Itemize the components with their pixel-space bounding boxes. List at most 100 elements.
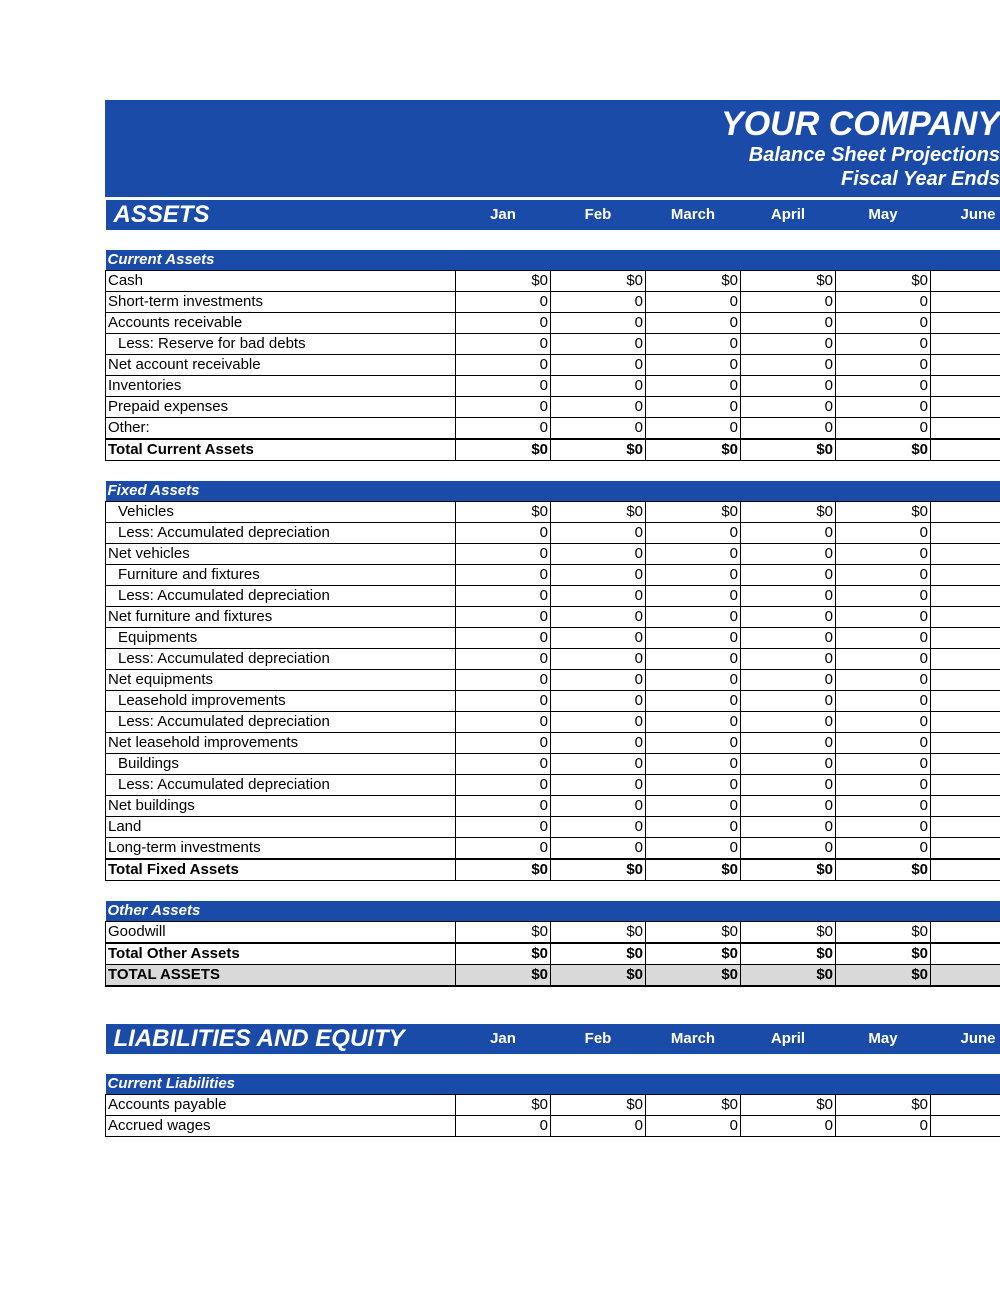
cell-value: $0 [456, 922, 551, 944]
cell-value: 0 [646, 313, 741, 334]
cell-value: 0 [551, 523, 646, 544]
cell-value: 0 [456, 397, 551, 418]
total-label: Total Other Assets [106, 943, 456, 965]
cell-value: 0 [741, 607, 836, 628]
sub-header: Other Assets [106, 901, 456, 922]
cell-value: 0 [741, 544, 836, 565]
cell-value: $0 [741, 922, 836, 944]
cell-value: 0 [551, 565, 646, 586]
cell-value: 0 [456, 355, 551, 376]
subtitle-1: Balance Sheet Projections [105, 143, 1000, 167]
cell-value: 0 [646, 733, 741, 754]
total-value: $0 [836, 859, 931, 881]
cell-value: 0 [646, 418, 741, 440]
cell-value: 0 [931, 565, 1000, 586]
cell-value: 0 [836, 838, 931, 860]
row-label: Accounts payable [106, 1095, 456, 1116]
row-label: Accounts receivable [106, 313, 456, 334]
cell-value: 0 [836, 796, 931, 817]
cell-value: 0 [646, 754, 741, 775]
cell-value: 0 [741, 712, 836, 733]
col-header-march: March [646, 200, 741, 230]
total-value: $0 [741, 943, 836, 965]
row-label: Net account receivable [106, 355, 456, 376]
cell-value: 0 [931, 754, 1000, 775]
cell-value: 0 [551, 586, 646, 607]
row-label: Land [106, 817, 456, 838]
cell-value: $0 [931, 922, 1000, 944]
row-label: Vehicles [106, 502, 456, 523]
cell-value: 0 [836, 544, 931, 565]
cell-value: 0 [741, 397, 836, 418]
cell-value: 0 [456, 334, 551, 355]
total-value: $0 [456, 439, 551, 461]
cell-value: 0 [456, 838, 551, 860]
cell-value: $0 [931, 1095, 1000, 1116]
cell-value: 0 [456, 691, 551, 712]
cell-value: 0 [646, 670, 741, 691]
cell-value: 0 [456, 586, 551, 607]
cell-value: $0 [456, 502, 551, 523]
cell-value: $0 [836, 502, 931, 523]
sub-header: Current Assets [106, 250, 456, 271]
col-header-april: April [741, 200, 836, 230]
col-header-may: May [836, 1024, 931, 1054]
total-value: $0 [456, 943, 551, 965]
cell-value: 0 [551, 313, 646, 334]
total-label: Total Current Assets [106, 439, 456, 461]
cell-value: 0 [931, 418, 1000, 440]
row-label: Cash [106, 271, 456, 292]
cell-value: $0 [646, 1095, 741, 1116]
row-label: Less: Accumulated depreciation [106, 775, 456, 796]
cell-value: 0 [741, 754, 836, 775]
cell-value: $0 [551, 502, 646, 523]
cell-value: 0 [931, 544, 1000, 565]
cell-value: 0 [836, 691, 931, 712]
cell-value: 0 [931, 523, 1000, 544]
cell-value: 0 [836, 397, 931, 418]
col-header-jan: Jan [456, 200, 551, 230]
cell-value: 0 [931, 628, 1000, 649]
cell-value: 0 [741, 733, 836, 754]
cell-value: 0 [551, 649, 646, 670]
cell-value: $0 [551, 922, 646, 944]
total-value: $0 [931, 943, 1000, 965]
title-block: YOUR COMPANY Balance Sheet Projections F… [105, 100, 1000, 200]
cell-value: 0 [836, 649, 931, 670]
cell-value: 0 [456, 670, 551, 691]
cell-value: 0 [646, 649, 741, 670]
row-label: Net equipments [106, 670, 456, 691]
cell-value: 0 [931, 313, 1000, 334]
cell-value: 0 [551, 712, 646, 733]
cell-value: 0 [456, 565, 551, 586]
cell-value: 0 [836, 355, 931, 376]
row-label: Net leasehold improvements [106, 733, 456, 754]
company-name: YOUR COMPANY [105, 106, 1000, 143]
cell-value: 0 [836, 712, 931, 733]
cell-value: 0 [741, 355, 836, 376]
total-value: $0 [646, 943, 741, 965]
cell-value: 0 [741, 565, 836, 586]
cell-value: 0 [741, 817, 836, 838]
row-label: Less: Reserve for bad debts [106, 334, 456, 355]
cell-value: 0 [456, 292, 551, 313]
cell-value: 0 [931, 376, 1000, 397]
section-title: LIABILITIES AND EQUITY [106, 1024, 456, 1054]
cell-value: 0 [741, 775, 836, 796]
cell-value: 0 [931, 607, 1000, 628]
section-title: ASSETS [106, 200, 456, 230]
cell-value: 0 [456, 544, 551, 565]
total-value: $0 [741, 965, 836, 987]
cell-value: 0 [551, 418, 646, 440]
total-value: $0 [646, 965, 741, 987]
cell-value: $0 [931, 502, 1000, 523]
cell-value: 0 [646, 817, 741, 838]
col-header-march: March [646, 1024, 741, 1054]
cell-value: 0 [551, 691, 646, 712]
sub-header: Fixed Assets [106, 481, 456, 502]
cell-value: 0 [646, 586, 741, 607]
total-value: $0 [836, 439, 931, 461]
cell-value: 0 [551, 607, 646, 628]
cell-value: 0 [551, 775, 646, 796]
cell-value: 0 [931, 355, 1000, 376]
